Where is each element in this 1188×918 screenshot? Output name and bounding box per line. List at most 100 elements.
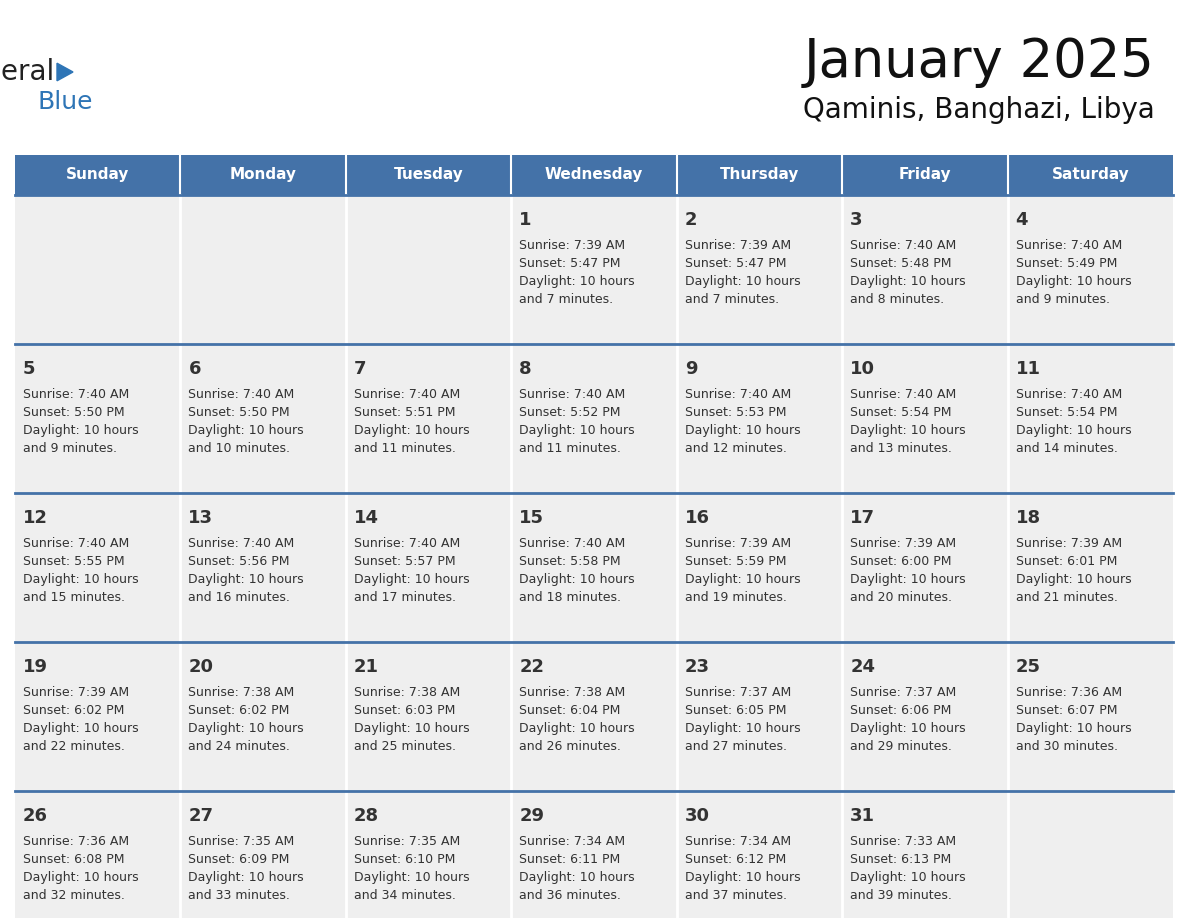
Text: Sunrise: 7:40 AM: Sunrise: 7:40 AM: [189, 388, 295, 401]
Text: 6: 6: [189, 360, 201, 378]
Text: Saturday: Saturday: [1051, 167, 1129, 183]
Bar: [677, 642, 842, 791]
Text: 23: 23: [684, 658, 709, 676]
Bar: [511, 642, 677, 791]
Text: Daylight: 10 hours: Daylight: 10 hours: [684, 275, 801, 288]
Text: Daylight: 10 hours: Daylight: 10 hours: [354, 424, 469, 437]
Text: and 25 minutes.: and 25 minutes.: [354, 740, 456, 753]
Text: and 33 minutes.: and 33 minutes.: [189, 889, 290, 902]
Text: Wednesday: Wednesday: [545, 167, 643, 183]
Text: Daylight: 10 hours: Daylight: 10 hours: [354, 871, 469, 884]
Text: Sunrise: 7:38 AM: Sunrise: 7:38 AM: [354, 686, 460, 699]
Text: Daylight: 10 hours: Daylight: 10 hours: [519, 424, 634, 437]
Text: and 9 minutes.: and 9 minutes.: [1016, 293, 1110, 306]
Text: Friday: Friday: [898, 167, 952, 183]
Text: and 27 minutes.: and 27 minutes.: [684, 740, 786, 753]
Text: Daylight: 10 hours: Daylight: 10 hours: [1016, 275, 1131, 288]
Text: Daylight: 10 hours: Daylight: 10 hours: [189, 871, 304, 884]
Text: and 8 minutes.: and 8 minutes.: [851, 293, 944, 306]
Text: Daylight: 10 hours: Daylight: 10 hours: [23, 722, 139, 735]
Text: Daylight: 10 hours: Daylight: 10 hours: [189, 722, 304, 735]
Text: General: General: [0, 58, 55, 86]
Text: Sunset: 5:54 PM: Sunset: 5:54 PM: [1016, 406, 1117, 419]
Bar: [346, 344, 511, 493]
Bar: [181, 493, 346, 642]
Text: Sunset: 5:53 PM: Sunset: 5:53 PM: [684, 406, 786, 419]
Text: Daylight: 10 hours: Daylight: 10 hours: [1016, 424, 1131, 437]
Text: Sunrise: 7:39 AM: Sunrise: 7:39 AM: [1016, 537, 1121, 550]
Text: Qaminis, Banghazi, Libya: Qaminis, Banghazi, Libya: [803, 96, 1155, 124]
Text: Sunset: 5:59 PM: Sunset: 5:59 PM: [684, 555, 786, 568]
Text: Sunday: Sunday: [67, 167, 129, 183]
Text: Sunrise: 7:40 AM: Sunrise: 7:40 AM: [189, 537, 295, 550]
Text: and 11 minutes.: and 11 minutes.: [519, 442, 621, 455]
Text: Sunrise: 7:36 AM: Sunrise: 7:36 AM: [23, 835, 129, 848]
Bar: [842, 344, 1007, 493]
Text: Daylight: 10 hours: Daylight: 10 hours: [684, 722, 801, 735]
Bar: [1007, 493, 1173, 642]
Text: Daylight: 10 hours: Daylight: 10 hours: [851, 424, 966, 437]
Bar: [1007, 195, 1173, 344]
Text: and 20 minutes.: and 20 minutes.: [851, 591, 952, 604]
Text: and 15 minutes.: and 15 minutes.: [23, 591, 125, 604]
Text: Sunset: 5:47 PM: Sunset: 5:47 PM: [684, 257, 786, 270]
Text: and 14 minutes.: and 14 minutes.: [1016, 442, 1118, 455]
Bar: [677, 344, 842, 493]
Text: Sunset: 5:50 PM: Sunset: 5:50 PM: [189, 406, 290, 419]
Bar: [181, 642, 346, 791]
Polygon shape: [57, 63, 72, 81]
Bar: [346, 155, 511, 195]
Text: Sunrise: 7:34 AM: Sunrise: 7:34 AM: [519, 835, 625, 848]
Text: 15: 15: [519, 509, 544, 527]
Text: Daylight: 10 hours: Daylight: 10 hours: [684, 573, 801, 586]
Text: and 34 minutes.: and 34 minutes.: [354, 889, 456, 902]
Bar: [1007, 791, 1173, 918]
Text: and 29 minutes.: and 29 minutes.: [851, 740, 952, 753]
Bar: [677, 493, 842, 642]
Text: Sunset: 5:50 PM: Sunset: 5:50 PM: [23, 406, 125, 419]
Text: Sunset: 5:51 PM: Sunset: 5:51 PM: [354, 406, 455, 419]
Bar: [677, 155, 842, 195]
Text: Sunset: 5:56 PM: Sunset: 5:56 PM: [189, 555, 290, 568]
Text: Daylight: 10 hours: Daylight: 10 hours: [851, 722, 966, 735]
Text: and 17 minutes.: and 17 minutes.: [354, 591, 456, 604]
Text: Sunset: 6:10 PM: Sunset: 6:10 PM: [354, 853, 455, 866]
Text: 7: 7: [354, 360, 366, 378]
Text: Blue: Blue: [37, 90, 93, 114]
Text: Sunrise: 7:33 AM: Sunrise: 7:33 AM: [851, 835, 956, 848]
Text: Sunrise: 7:40 AM: Sunrise: 7:40 AM: [354, 537, 460, 550]
Text: Sunset: 5:54 PM: Sunset: 5:54 PM: [851, 406, 952, 419]
Text: 11: 11: [1016, 360, 1041, 378]
Bar: [842, 155, 1007, 195]
Text: Daylight: 10 hours: Daylight: 10 hours: [189, 424, 304, 437]
Text: 30: 30: [684, 807, 709, 825]
Text: Sunrise: 7:36 AM: Sunrise: 7:36 AM: [1016, 686, 1121, 699]
Text: Sunrise: 7:40 AM: Sunrise: 7:40 AM: [684, 388, 791, 401]
Text: Daylight: 10 hours: Daylight: 10 hours: [519, 722, 634, 735]
Text: Daylight: 10 hours: Daylight: 10 hours: [23, 573, 139, 586]
Text: Daylight: 10 hours: Daylight: 10 hours: [519, 573, 634, 586]
Text: Sunset: 6:01 PM: Sunset: 6:01 PM: [1016, 555, 1117, 568]
Text: Sunset: 6:08 PM: Sunset: 6:08 PM: [23, 853, 125, 866]
Text: 13: 13: [189, 509, 214, 527]
Bar: [15, 642, 181, 791]
Text: and 26 minutes.: and 26 minutes.: [519, 740, 621, 753]
Text: Sunset: 6:06 PM: Sunset: 6:06 PM: [851, 704, 952, 717]
Text: 29: 29: [519, 807, 544, 825]
Text: Sunrise: 7:37 AM: Sunrise: 7:37 AM: [851, 686, 956, 699]
Text: and 7 minutes.: and 7 minutes.: [684, 293, 779, 306]
Bar: [511, 155, 677, 195]
Text: Sunrise: 7:35 AM: Sunrise: 7:35 AM: [354, 835, 460, 848]
Text: 28: 28: [354, 807, 379, 825]
Text: Sunset: 6:12 PM: Sunset: 6:12 PM: [684, 853, 786, 866]
Text: Sunset: 5:47 PM: Sunset: 5:47 PM: [519, 257, 621, 270]
Bar: [346, 642, 511, 791]
Bar: [842, 195, 1007, 344]
Text: Sunset: 5:57 PM: Sunset: 5:57 PM: [354, 555, 455, 568]
Bar: [181, 155, 346, 195]
Text: Sunrise: 7:39 AM: Sunrise: 7:39 AM: [851, 537, 956, 550]
Text: Daylight: 10 hours: Daylight: 10 hours: [519, 871, 634, 884]
Text: 3: 3: [851, 211, 862, 229]
Text: Daylight: 10 hours: Daylight: 10 hours: [684, 424, 801, 437]
Text: Sunrise: 7:38 AM: Sunrise: 7:38 AM: [519, 686, 626, 699]
